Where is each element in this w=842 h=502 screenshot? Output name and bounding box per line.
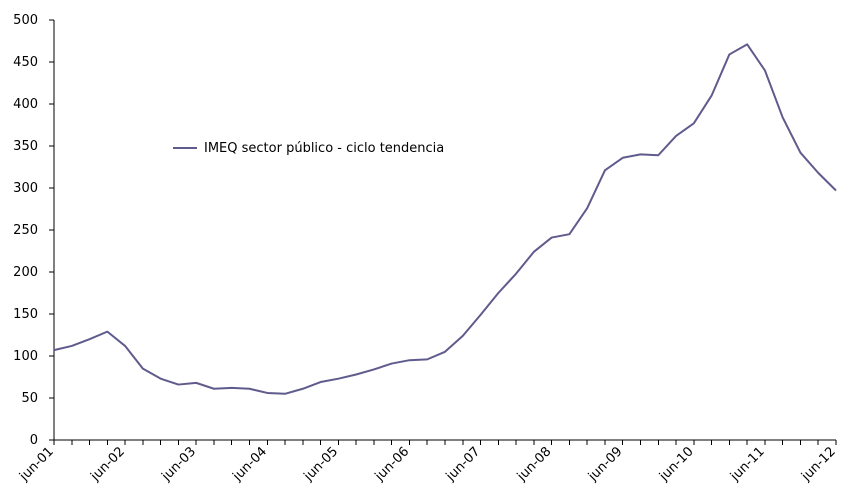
y-tick-label: 300 — [13, 181, 38, 196]
x-tick-label: jun-06 — [372, 444, 413, 485]
x-tick-label: jun-08 — [514, 444, 555, 485]
y-tick-label: 450 — [13, 55, 38, 70]
x-tick-label: jun-05 — [301, 444, 342, 485]
legend-label: IMEQ sector público - ciclo tendencia — [204, 141, 444, 156]
x-tick-label: jun-01 — [16, 444, 57, 485]
y-tick-label: 350 — [13, 139, 38, 154]
x-tick-label: jun-03 — [158, 444, 199, 485]
series-line — [53, 43, 837, 395]
x-tick-label: jun-09 — [585, 444, 626, 485]
x-tick-label: jun-07 — [443, 444, 484, 485]
y-tick-label: 150 — [13, 307, 38, 322]
x-tick-label: jun-12 — [798, 444, 839, 485]
y-tick-label: 500 — [13, 13, 38, 28]
y-tick-label: 100 — [13, 349, 38, 364]
x-tick-label: jun-02 — [87, 444, 128, 485]
y-axis: 0 50 100 150 200 250 300 350 400 450 500 — [13, 13, 55, 448]
x-tick-label: jun-10 — [656, 444, 697, 485]
x-tick-label: jun-04 — [230, 444, 271, 485]
x-axis: jun-01 jun-02 jun-03 jun-04 jun-05 jun-06 jun-… — [16, 439, 839, 485]
series-layer — [53, 43, 837, 395]
y-tick-label: 0 — [30, 433, 38, 448]
y-tick-label: 250 — [13, 223, 38, 238]
y-tick-label: 200 — [13, 265, 38, 280]
y-tick-label: 400 — [13, 97, 38, 112]
x-tick-label: jun-11 — [727, 444, 768, 485]
y-tick-label: 50 — [21, 391, 38, 406]
legend: IMEQ sector público - ciclo tendencia — [173, 141, 444, 156]
